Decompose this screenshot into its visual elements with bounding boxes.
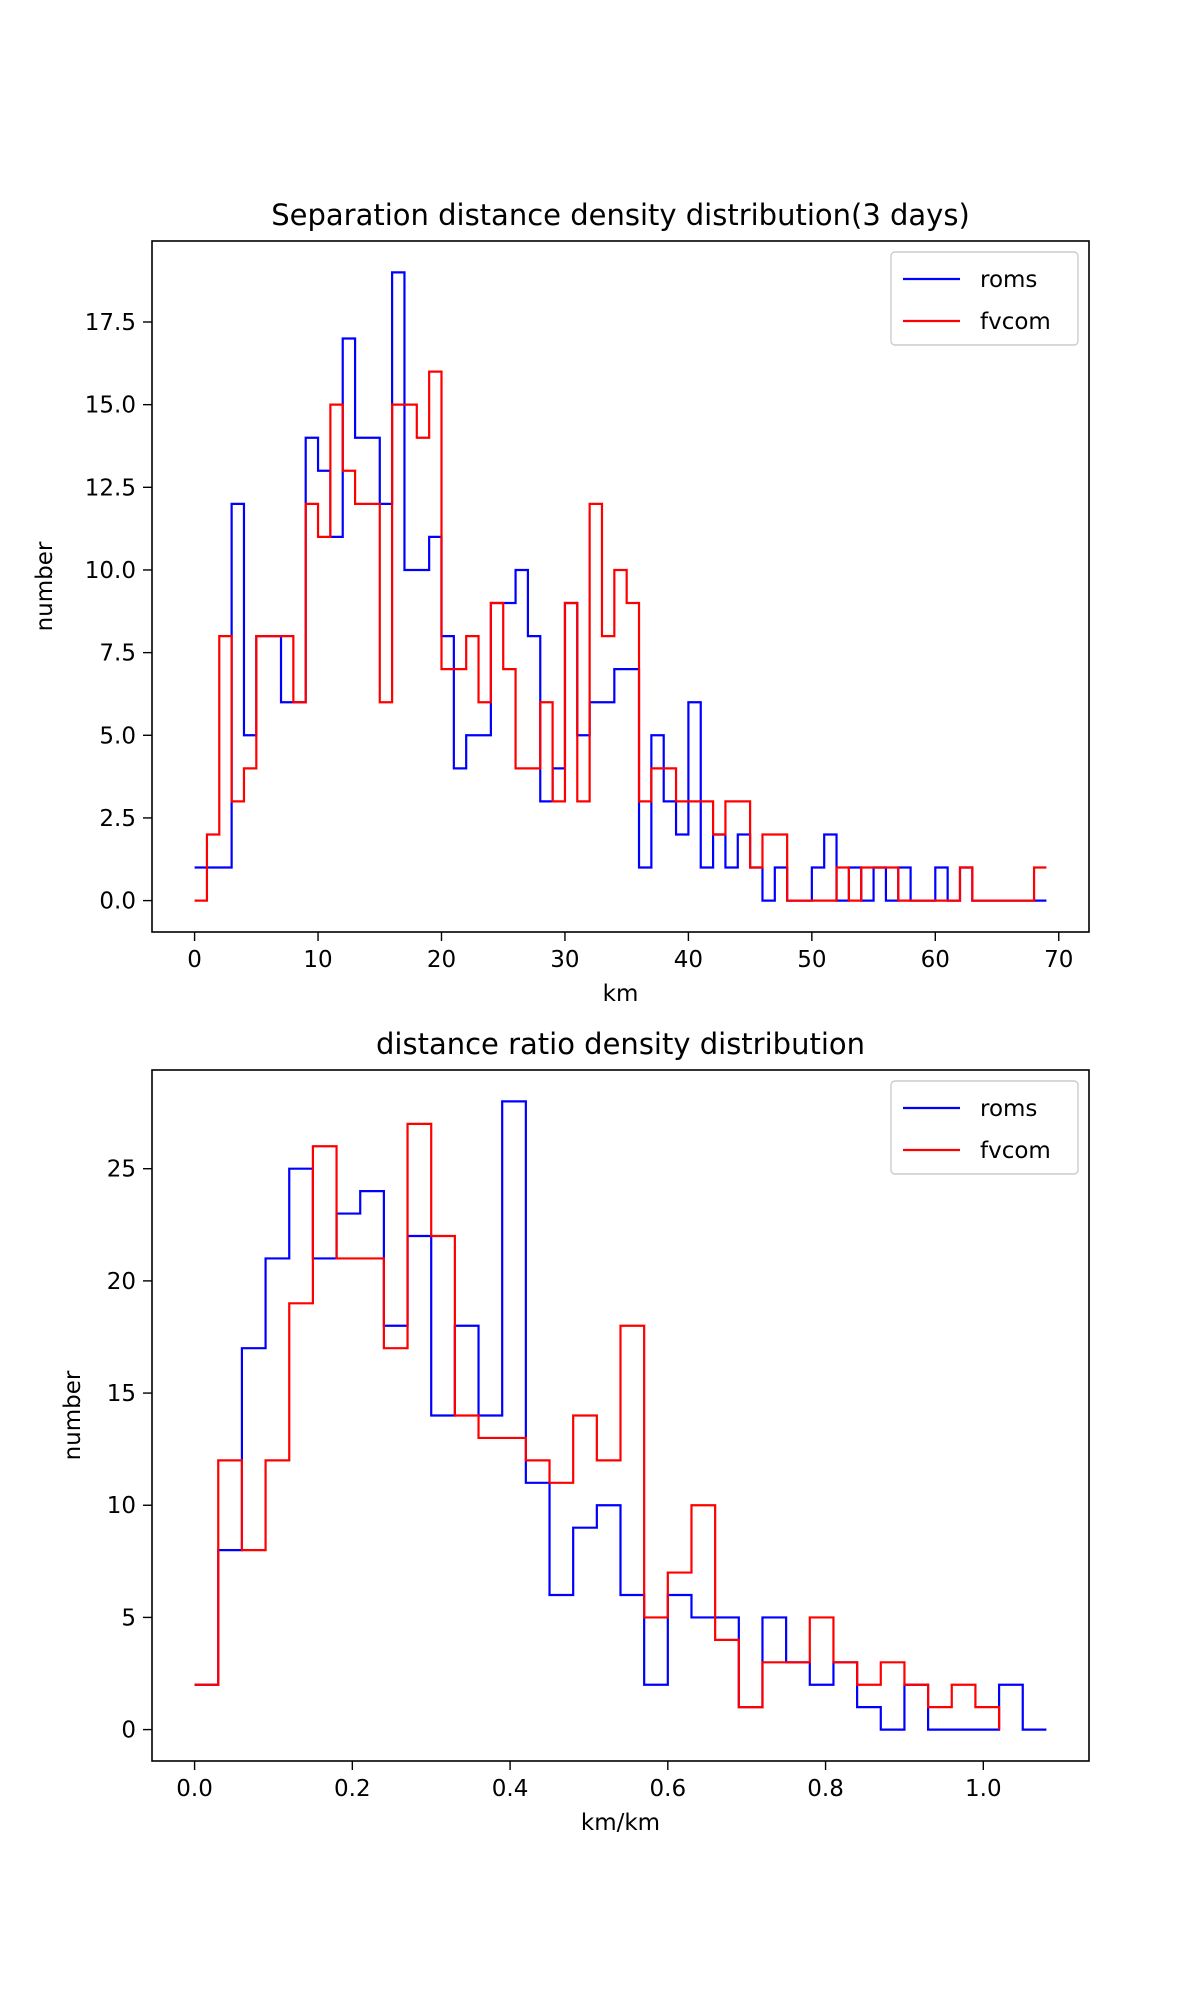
y-axis-label: number [32, 541, 58, 631]
legend: roms fvcom [890, 1080, 1079, 1175]
x-tick-label: 0.2 [334, 1776, 371, 1802]
x-tick-label: 60 [921, 947, 950, 973]
x-tick-label: 0 [187, 947, 202, 973]
axes-frame [151, 1069, 1090, 1762]
x-tick-label: 70 [1044, 947, 1073, 973]
x-tick-label: 20 [427, 947, 456, 973]
x-tick-label: 30 [550, 947, 579, 973]
x-tick-label: 0.0 [176, 1776, 213, 1802]
x-tick-label: 0.4 [492, 1776, 529, 1802]
x-tick-label: 0.6 [650, 1776, 687, 1802]
x-tick-label: 50 [797, 947, 826, 973]
x-tick-label: 10 [303, 947, 332, 973]
y-tick-label: 12.5 [85, 475, 136, 501]
axes-frame [151, 240, 1090, 933]
legend-label-fvcom: fvcom [980, 1138, 1051, 1164]
y-tick-label: 5 [121, 1605, 136, 1631]
x-tick-label: 40 [674, 947, 703, 973]
y-tick-label: 7.5 [99, 641, 136, 667]
x-tick-label: 1.0 [965, 1776, 1002, 1802]
chart-1: Separation distance density distribution… [32, 198, 1090, 1007]
y-tick-label: 15.0 [85, 393, 136, 419]
legend-label-roms: roms [980, 1096, 1037, 1122]
y-axis-label: number [60, 1370, 86, 1460]
y-tick-label: 0.0 [99, 889, 136, 915]
y-tick-label: 15 [107, 1381, 136, 1407]
legend-label-roms: roms [980, 267, 1037, 293]
y-tick-label: 10.0 [85, 558, 136, 584]
chart-title: Separation distance density distribution… [271, 198, 970, 232]
y-tick-label: 17.5 [85, 310, 136, 336]
y-tick-label: 10 [107, 1493, 136, 1519]
series-line-fvcom [194, 370, 1047, 902]
y-tick-label: 20 [107, 1269, 136, 1295]
x-axis-label: km [603, 981, 639, 1007]
y-tick-label: 5.0 [99, 723, 136, 749]
y-tick-label: 2.5 [99, 806, 136, 832]
series-line-fvcom [194, 1122, 1001, 1730]
series-line-roms [194, 271, 1047, 902]
y-tick-label: 0 [121, 1718, 136, 1744]
y-tick-label: 25 [107, 1157, 136, 1183]
legend: roms fvcom [890, 251, 1079, 346]
legend-label-fvcom: fvcom [980, 309, 1051, 335]
chart-2: distance ratio density distribution 0.0 0.… [60, 1027, 1090, 1836]
chart-title: distance ratio density distribution [376, 1027, 865, 1061]
x-axis-label: km/km [581, 1810, 660, 1836]
x-tick-label: 0.8 [807, 1776, 844, 1802]
